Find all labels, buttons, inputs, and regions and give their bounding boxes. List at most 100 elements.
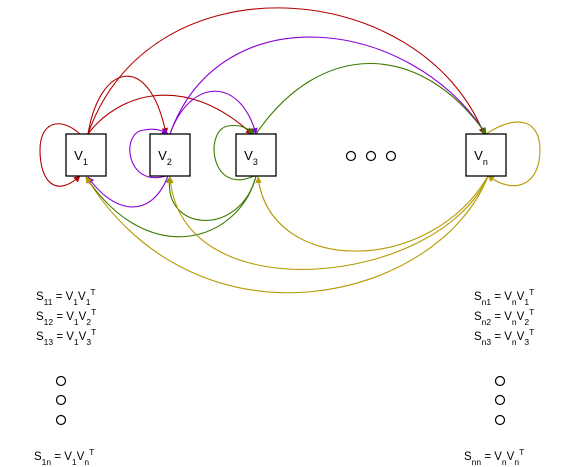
nodes-layer: V1 V2 V3 Vn <box>65 133 507 177</box>
edge-v1-v3 <box>87 94 253 135</box>
edge-v2-v3 <box>169 90 258 135</box>
subscript: n <box>512 317 517 327</box>
edge-v1-v2 <box>87 75 169 135</box>
node-label: Vn <box>474 148 488 167</box>
eq-text: = V <box>491 291 512 303</box>
edge-vn-v1 <box>85 175 489 294</box>
subscript: 1 <box>72 457 77 467</box>
node-v3: V3 <box>235 133 277 177</box>
equation-sn1: Sn1 = VnV1T <box>474 287 534 307</box>
eq-text: = V <box>53 331 74 343</box>
ellipsis-dot <box>55 375 67 387</box>
edge-v3-v2 <box>165 175 257 221</box>
subscript: 1 <box>86 297 91 307</box>
eq-text: V <box>517 331 525 343</box>
eq-text: V <box>79 331 87 343</box>
edge-vn-v2 <box>167 175 489 270</box>
edges-layer <box>39 7 541 294</box>
equation-sn2: Sn2 = VnV2T <box>474 307 534 327</box>
eq-text: = V <box>53 311 74 323</box>
eq-text: V <box>79 311 87 323</box>
subscript: 1n <box>42 457 52 467</box>
node-box <box>465 133 507 177</box>
node-label-subscript: 1 <box>83 157 88 167</box>
equation-sn3: Sn3 = VnV3T <box>474 327 534 347</box>
edge-v3-v3 <box>213 124 255 181</box>
eq-text: = V <box>491 331 512 343</box>
node-label-base: V <box>74 148 83 163</box>
equation-s11: S11 = V1V1T <box>36 287 96 307</box>
node-label-subscript: n <box>483 157 488 167</box>
edge-vn-v3 <box>255 175 489 252</box>
subscript: 3 <box>86 337 91 347</box>
node-label: V1 <box>74 148 88 167</box>
node-label-base: V <box>474 148 483 163</box>
equation-s13: S13 = V1V3T <box>36 327 96 347</box>
subscript: n <box>84 457 89 467</box>
ellipsis-dot <box>55 394 67 406</box>
node-ellipsis <box>345 150 397 162</box>
node-label-subscript: 2 <box>167 157 172 167</box>
node-label-base: V <box>158 148 167 163</box>
subscript: 2 <box>86 317 91 327</box>
edge-v3-v1 <box>85 175 257 238</box>
node-label: V3 <box>244 148 258 167</box>
edge-v2-v1 <box>87 175 169 208</box>
node-label: V2 <box>158 148 172 167</box>
subscript: 2 <box>524 317 529 327</box>
eq-text: S <box>474 291 482 303</box>
ellipsis-dot <box>494 394 506 406</box>
subscript: 12 <box>44 317 54 327</box>
eq-text: S <box>474 311 482 323</box>
eq-text: V <box>77 451 85 463</box>
eq-text: = V <box>481 451 502 463</box>
superscript: T <box>91 327 96 337</box>
edge-v1-vn <box>87 7 485 135</box>
node-box <box>235 133 277 177</box>
eq-text: S <box>36 331 44 343</box>
edge-v1-v1 <box>39 123 81 187</box>
eq-text: = V <box>51 451 72 463</box>
ellipsis-dot <box>345 150 357 162</box>
subscript: 11 <box>44 297 53 307</box>
superscript: T <box>91 307 96 317</box>
ellipsis-dot <box>385 150 397 162</box>
superscript: T <box>90 287 95 297</box>
eq-text: V <box>78 291 86 303</box>
equation-s12: S12 = V1V2T <box>36 307 96 327</box>
subscript: 1 <box>73 297 78 307</box>
subscript: nn <box>472 457 482 467</box>
right-ellipsis <box>494 375 506 426</box>
eq-text: V <box>507 451 515 463</box>
subscript: 1 <box>74 317 79 327</box>
subscript: n <box>512 337 517 347</box>
superscript: T <box>529 307 534 317</box>
node-v1: V1 <box>65 133 107 177</box>
node-label-subscript: 3 <box>253 157 258 167</box>
ellipsis-dot <box>494 414 506 426</box>
eq-text: V <box>517 311 525 323</box>
superscript: T <box>89 447 94 457</box>
subscript: 3 <box>524 337 529 347</box>
eq-text: = V <box>491 311 512 323</box>
ellipsis-dot <box>55 414 67 426</box>
superscript: T <box>529 327 534 337</box>
subscript: n <box>502 457 507 467</box>
subscript: n1 <box>482 297 492 307</box>
eq-text: S <box>36 311 44 323</box>
eq-text: V <box>517 291 525 303</box>
subscript: n3 <box>482 337 492 347</box>
subscript: 13 <box>44 337 54 347</box>
superscript: T <box>519 447 524 457</box>
node-box <box>149 133 191 177</box>
ellipsis-dot <box>494 375 506 387</box>
equation-snn: Snn = VnVnT <box>464 447 524 467</box>
subscript: 1 <box>74 337 79 347</box>
edge-v2-vn <box>169 36 487 135</box>
left-ellipsis <box>55 375 67 426</box>
node-label-base: V <box>244 148 253 163</box>
eq-text: S <box>36 291 44 303</box>
